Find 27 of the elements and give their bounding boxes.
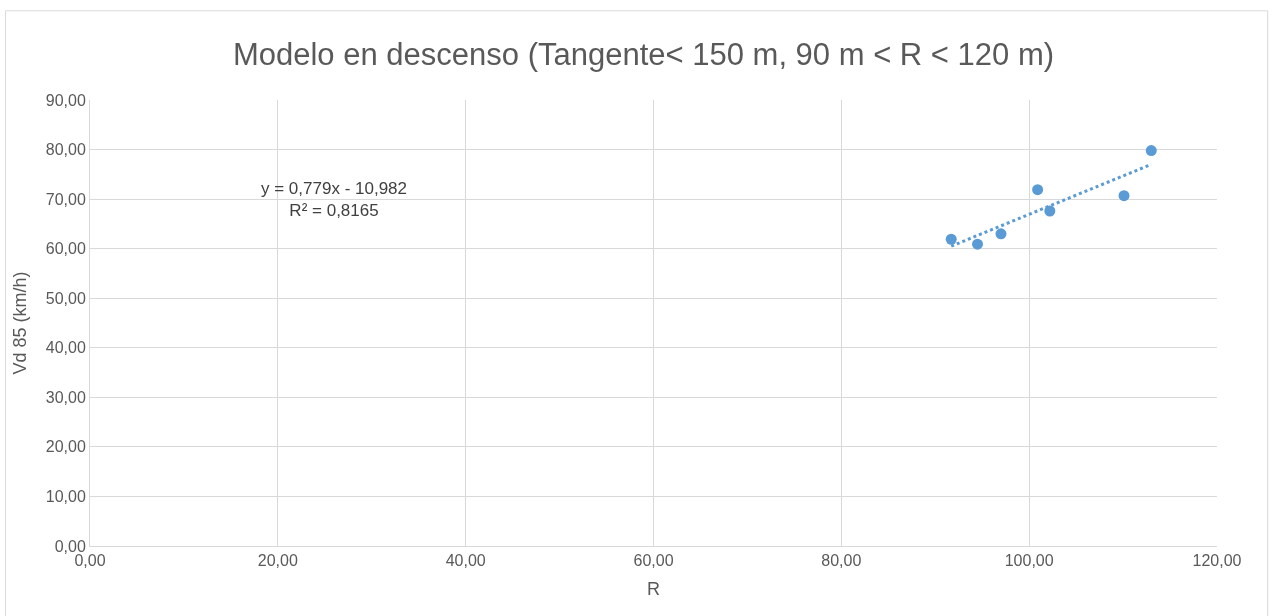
x-tick-label: 100,00 <box>1004 552 1054 570</box>
y-tick-label: 50,00 <box>45 289 86 307</box>
annotation: y = 0,779x - 10,982 R² = 0,8165 <box>261 179 408 221</box>
y-tick-label: 90,00 <box>45 91 86 109</box>
x-tick-label: 40,00 <box>445 552 486 570</box>
x-axis-title: R <box>647 579 660 600</box>
x-tick-label: 20,00 <box>257 552 298 570</box>
point <box>1145 145 1157 157</box>
point <box>972 238 984 250</box>
y-tick-label: 70,00 <box>45 190 86 208</box>
point <box>995 228 1007 240</box>
y-tick-label: 40,00 <box>45 339 86 357</box>
y-tick-label: 30,00 <box>45 388 86 406</box>
y-axis-title: Vd 85 (km/h) <box>9 271 30 375</box>
x-tick-label: 120,00 <box>1192 552 1242 570</box>
y-tick-label: 10,00 <box>45 488 86 506</box>
x-tick-label: 0,00 <box>74 552 106 570</box>
x-tick-label: 80,00 <box>821 552 862 570</box>
y-tick-label: 20,00 <box>45 438 86 456</box>
chart-title: Modelo en descenso (Tangente< 150 m, 90 m < R < 120 m) <box>232 36 1055 72</box>
y-tick-label: 80,00 <box>45 141 86 159</box>
y-tick-label: 60,00 <box>45 240 86 258</box>
point <box>1032 184 1044 196</box>
x-tick-label: 60,00 <box>633 552 674 570</box>
point <box>1118 190 1130 202</box>
y-tick-label: 0,00 <box>54 537 86 555</box>
point <box>945 233 957 245</box>
